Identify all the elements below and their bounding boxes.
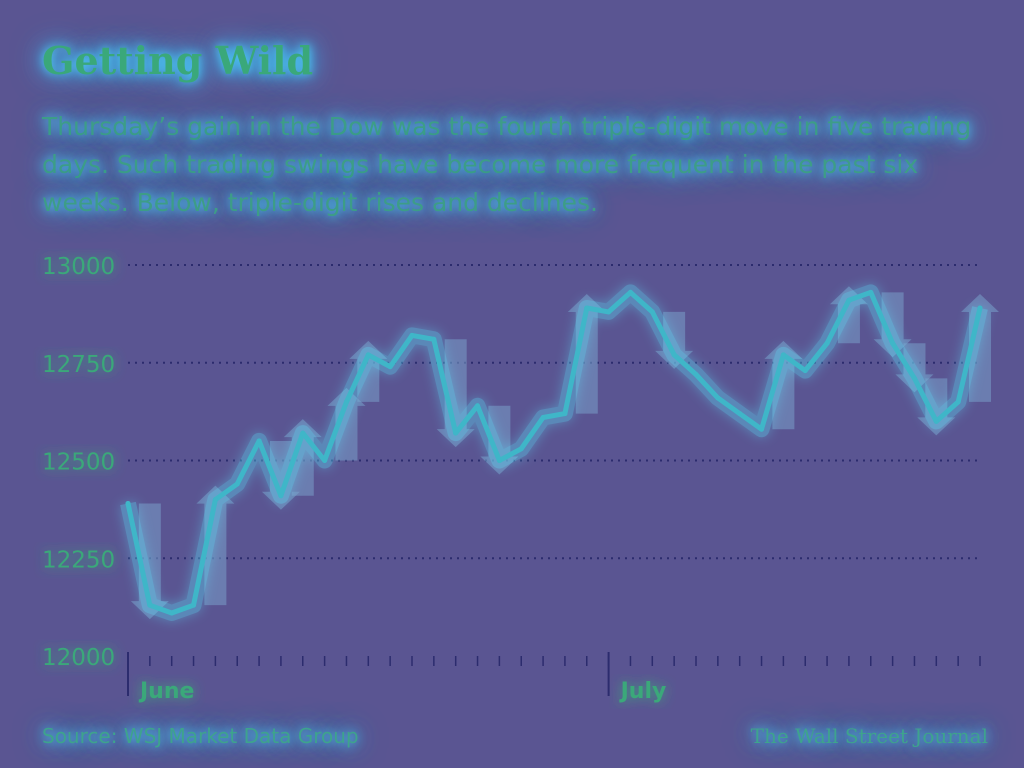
data-point [518,446,524,452]
data-point [431,336,437,342]
data-point [234,481,240,487]
data-point [278,493,284,499]
source-note: Source: WSJ Market Data Group [42,724,359,748]
data-point [606,309,612,315]
x-axis [127,652,981,696]
data-point [693,371,699,377]
data-point [562,411,568,417]
month-label: July [619,679,667,704]
data-point [125,501,131,507]
y-tick-label: 13000 [42,254,115,280]
dow-line-series [120,284,988,621]
data-point [824,340,830,346]
data-point [496,458,502,463]
data-point [911,375,917,381]
y-tick-label: 12750 [42,352,115,378]
data-point [627,289,633,295]
data-point [715,395,721,401]
data-point [584,305,590,311]
y-tick-label: 12250 [42,547,115,573]
data-point [453,430,459,436]
chart-title: Getting Wild [42,38,314,83]
data-point [671,352,677,358]
data-point [868,289,874,295]
data-point [780,352,786,358]
axis-labels: 12000 12250 12500 12750 13000 June July [42,254,666,704]
data-point [737,411,743,417]
data-point [147,602,153,608]
data-point [300,430,306,436]
data-point [802,368,808,374]
data-point [256,438,262,444]
data-point [649,309,655,315]
data-point [409,332,415,338]
month-label: June [138,679,194,704]
data-point [343,399,349,405]
data-point [977,305,983,311]
data-point [933,418,939,424]
data-point [212,497,218,503]
y-tick-label: 12000 [42,645,115,671]
data-point [169,610,175,616]
data-point [759,426,765,432]
data-point [365,352,371,358]
data-point [387,364,393,370]
chart-subtitle: Thursday’s gain in the Dow was the fourt… [42,112,972,217]
data-point [890,340,896,346]
publisher-credit: The Wall Street Journal [750,724,988,748]
y-tick-label: 12500 [42,450,115,476]
data-point [322,458,328,463]
data-point [540,414,546,420]
data-point [846,297,852,303]
series-line [125,289,983,616]
data-point [955,399,961,405]
data-point [475,403,481,409]
data-point [191,602,197,608]
